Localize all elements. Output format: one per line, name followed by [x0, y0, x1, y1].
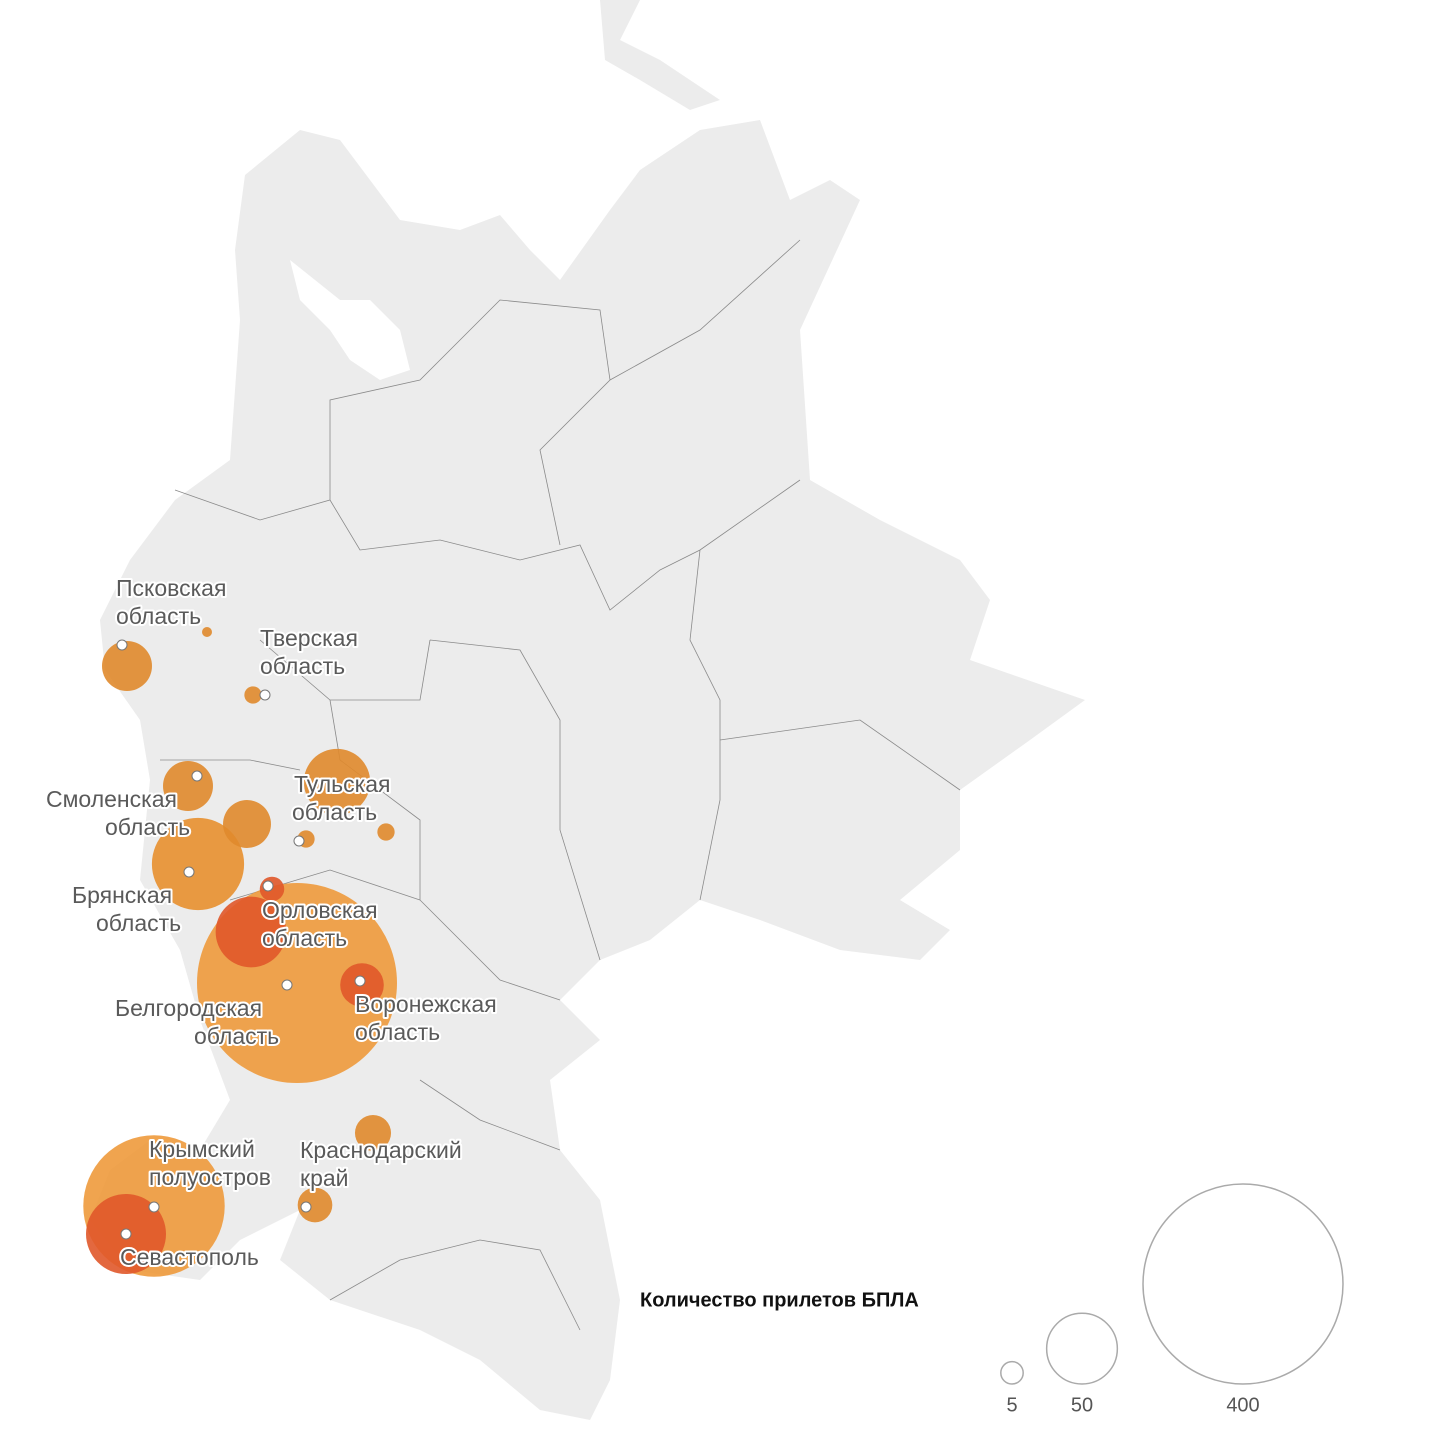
region-label: Тульская: [294, 771, 390, 797]
legend-label: 5: [1006, 1394, 1017, 1416]
land: [90, 0, 1085, 1420]
region-label: область: [194, 1023, 279, 1049]
region-label: Смоленская: [46, 786, 177, 812]
region-label: область: [105, 814, 190, 840]
bubble: [297, 1187, 333, 1223]
legend-label: 400: [1226, 1394, 1259, 1416]
region-label: область: [96, 910, 181, 936]
legend-circle: [1045, 1312, 1119, 1385]
region-label: край: [300, 1165, 349, 1191]
region-label: Воронежская: [355, 991, 497, 1017]
anchor-dot: [281, 979, 293, 991]
region-label: Крымский: [149, 1136, 255, 1162]
anchor-dots: [116, 639, 366, 1240]
bubbles: [83, 627, 397, 1277]
bubble: [202, 627, 212, 637]
labels: ПсковскаяобластьТверскаяобластьСмоленска…: [44, 573, 499, 1272]
bubble: [102, 641, 152, 691]
legend-circle: [1000, 1360, 1024, 1385]
anchor-dot: [116, 639, 128, 651]
region-label: Севастополь: [120, 1244, 259, 1270]
anchor-dot: [300, 1201, 312, 1213]
region-label: Краснодарский: [300, 1137, 462, 1163]
anchor-dot: [183, 866, 195, 878]
sea: [290, 260, 410, 380]
region-label: Белгородская: [115, 995, 262, 1021]
region-label: Орловская: [262, 897, 378, 923]
bubble: [244, 686, 262, 704]
territory: [90, 120, 1085, 1420]
legend-title: Количество прилетов БПЛА: [640, 1289, 919, 1311]
region-label: область: [262, 925, 347, 951]
region-label: Псковская: [116, 575, 226, 601]
bubble: [303, 748, 371, 816]
anchor-dot: [262, 880, 274, 892]
legend-circle: [1142, 1183, 1344, 1385]
bubble: [151, 817, 245, 911]
region-label: Тверская: [260, 625, 358, 651]
region-label: полуостров: [149, 1164, 271, 1190]
anchor-dot: [148, 1201, 160, 1213]
region-label: область: [116, 603, 201, 629]
anchor-dot: [120, 1228, 132, 1240]
bubble: [223, 800, 271, 848]
region-label: область: [355, 1019, 440, 1045]
legend-label: 50: [1071, 1394, 1093, 1416]
region-label: область: [292, 799, 377, 825]
bubble: [215, 896, 287, 968]
anchor-dot: [191, 770, 203, 782]
bubble: [354, 1114, 392, 1152]
region-label: Брянская: [72, 882, 172, 908]
anchor-dot: [293, 835, 305, 847]
anchor-dot: [259, 689, 271, 701]
bubble: [377, 823, 395, 841]
legend: Количество прилетов БПЛА 5 50 400: [640, 1183, 1344, 1416]
territory: [600, 0, 720, 110]
region-label: область: [260, 653, 345, 679]
anchor-dot: [354, 975, 366, 987]
region-borders: [160, 239, 961, 1331]
